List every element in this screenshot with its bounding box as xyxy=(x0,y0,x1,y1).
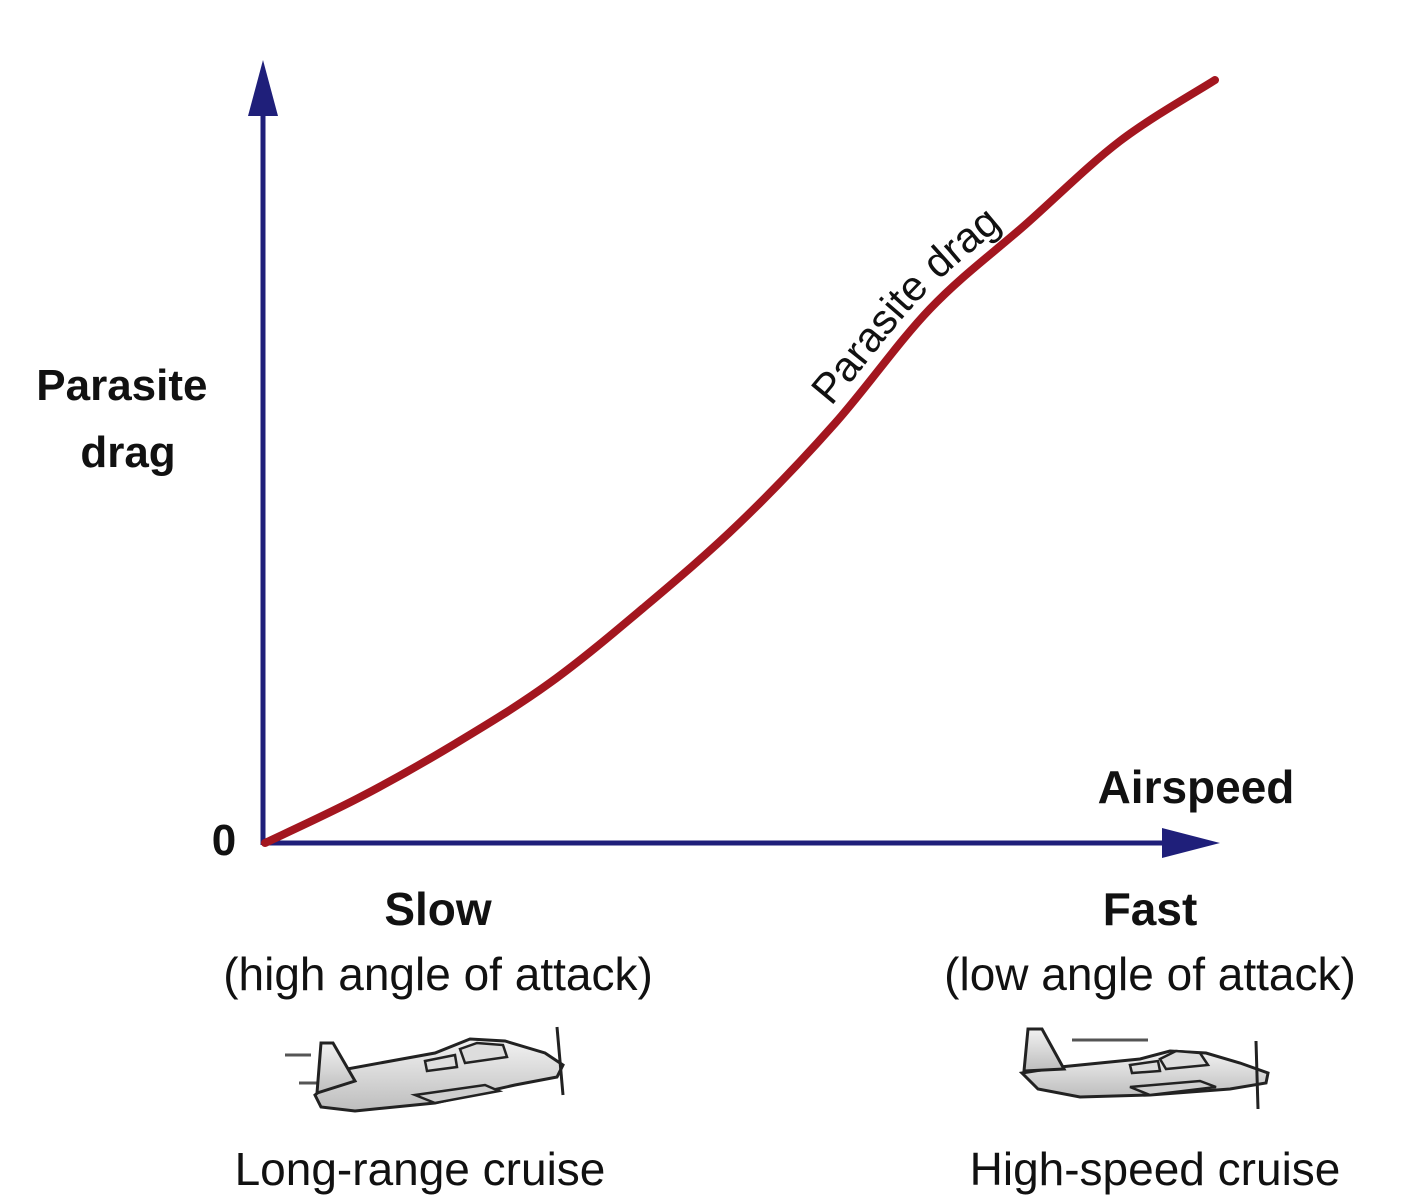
fast-title: Fast xyxy=(1103,883,1198,935)
x-axis-arrowhead xyxy=(1162,828,1220,858)
series-line-parasite-drag xyxy=(261,76,1219,847)
y-axis-arrowhead xyxy=(248,60,278,116)
airplane-level-icon xyxy=(1018,1027,1270,1110)
fast-annotation: Fast (low angle of attack) High-speed cr… xyxy=(944,883,1356,1195)
fast-subtitle: (low angle of attack) xyxy=(944,948,1356,1000)
axes xyxy=(248,60,1220,858)
airplane-nose-up-icon xyxy=(285,1026,565,1113)
slow-annotation: Slow (high angle of attack) Long-range c… xyxy=(223,883,653,1195)
y-axis-label: Parasite drag xyxy=(36,361,219,477)
series-label-parasite-drag: Parasite drag xyxy=(802,197,1008,413)
slow-title: Slow xyxy=(384,883,492,935)
fast-caption: High-speed cruise xyxy=(970,1143,1341,1195)
slow-caption: Long-range cruise xyxy=(235,1143,606,1195)
slow-subtitle: (high angle of attack) xyxy=(223,948,653,1000)
origin-label: 0 xyxy=(212,816,236,865)
x-axis-label: Airspeed xyxy=(1098,761,1295,813)
